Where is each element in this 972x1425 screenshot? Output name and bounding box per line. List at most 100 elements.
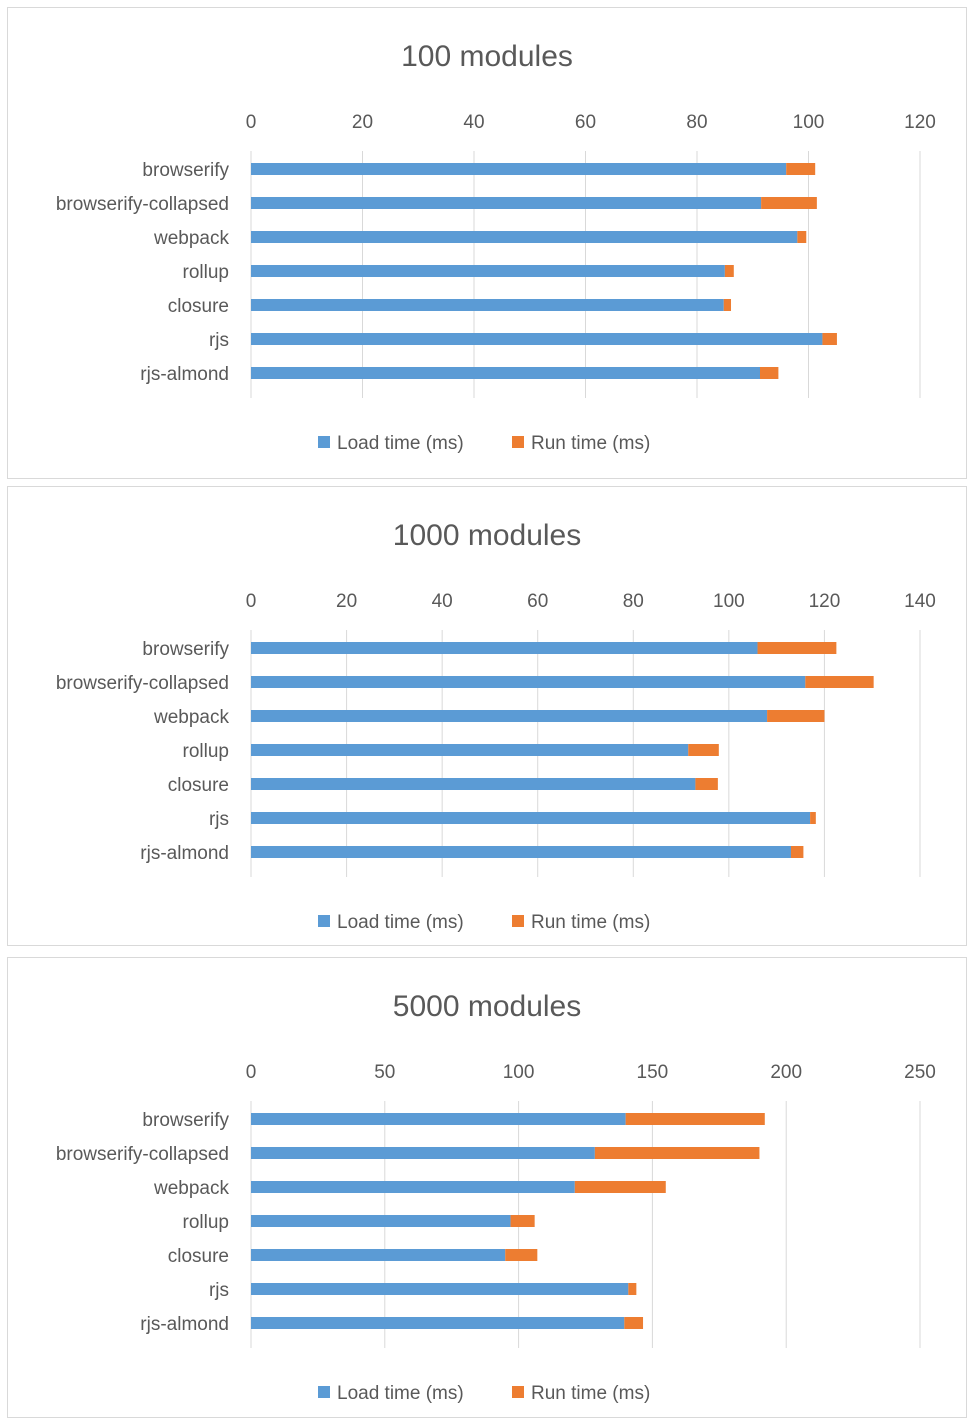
bar-load-time: [251, 642, 758, 654]
legend-swatch-run: [512, 436, 524, 448]
bar-run-time: [761, 197, 817, 209]
bar-run-time: [594, 1147, 760, 1159]
category-label: rjs-almond: [140, 843, 229, 864]
category-label: browserify-collapsed: [56, 194, 229, 215]
bar-run-time: [797, 231, 807, 243]
bar-run-time: [757, 642, 837, 654]
bar-load-time: [251, 231, 798, 243]
bar-run-time: [625, 1113, 765, 1125]
bar-run-time: [723, 299, 732, 311]
x-tick-label: 200: [770, 1062, 802, 1083]
bar-run-time: [695, 778, 718, 790]
legend-label-load: Load time (ms): [337, 912, 464, 933]
category-label: webpack: [153, 707, 229, 728]
category-label: rjs: [209, 330, 229, 351]
legend-label-run: Run time (ms): [531, 912, 650, 933]
chart-100-modules: 100 modules 0 20 40 60 80 100 120 browserify brow…: [56, 40, 936, 454]
bar-load-time: [251, 1113, 626, 1125]
bar-load-time: [251, 778, 696, 790]
category-label: closure: [168, 775, 229, 796]
bar-load-time: [251, 812, 811, 824]
bar-load-time: [251, 163, 787, 175]
bar-load-time: [251, 676, 806, 688]
category-label: browserify: [142, 639, 229, 660]
x-tick-label: 0: [246, 1062, 257, 1083]
x-tick-label: 120: [809, 591, 841, 612]
legend-swatch-load: [318, 436, 330, 448]
bar-load-time: [251, 367, 760, 379]
bar-load-time: [251, 299, 724, 311]
legend-label-load: Load time (ms): [337, 433, 464, 454]
x-tick-label: 40: [432, 591, 453, 612]
bar-run-time: [505, 1249, 538, 1261]
bar-run-time: [724, 265, 734, 277]
bar-run-time: [805, 676, 874, 688]
x-tick-label: 250: [904, 1062, 936, 1083]
chart-title: 1000 modules: [393, 519, 581, 552]
x-tick-label: 20: [336, 591, 357, 612]
chart-1000-modules: 1000 modules 0 20 40 60 80 100 120 140 browserify…: [56, 519, 936, 933]
legend-swatch-load: [318, 915, 330, 927]
legend-label-load: Load time (ms): [337, 1383, 464, 1404]
bar-load-time: [251, 1181, 575, 1193]
x-tick-label: 0: [246, 112, 257, 133]
x-tick-label: 100: [503, 1062, 535, 1083]
bar-run-time: [510, 1215, 535, 1227]
bar-load-time: [251, 265, 725, 277]
legend-label-run: Run time (ms): [531, 1383, 650, 1404]
category-label: webpack: [153, 1178, 229, 1199]
chart-title: 5000 modules: [393, 990, 581, 1023]
x-tick-label: 60: [575, 112, 596, 133]
x-tick-label: 150: [637, 1062, 669, 1083]
x-tick-label: 50: [374, 1062, 395, 1083]
category-label: closure: [168, 1246, 229, 1267]
x-tick-label: 120: [904, 112, 936, 133]
bar-run-time: [628, 1283, 637, 1295]
x-tick-label: 80: [686, 112, 707, 133]
bar-load-time: [251, 1283, 629, 1295]
bar-load-time: [251, 846, 791, 858]
category-label: rjs: [209, 809, 229, 830]
legend-swatch-load: [318, 1386, 330, 1398]
bar-load-time: [251, 1147, 595, 1159]
chart-5000-modules: 5000 modules 0 50 100 150 200 250 browserify bro…: [56, 990, 936, 1404]
category-label: rollup: [183, 1212, 229, 1233]
chart-title: 100 modules: [401, 40, 573, 73]
x-tick-label: 20: [352, 112, 373, 133]
category-label: browserify: [142, 1110, 229, 1131]
chart-panel-2: 1000 modules 0 20 40 60 80 100 120 140 browserify…: [7, 486, 967, 946]
category-label: rjs-almond: [140, 1314, 229, 1335]
bar-load-time: [251, 1215, 511, 1227]
bar-load-time: [251, 710, 768, 722]
category-label: rollup: [183, 262, 229, 283]
category-label: closure: [168, 296, 229, 317]
bar-run-time: [767, 710, 825, 722]
x-tick-label: 80: [623, 591, 644, 612]
bar-load-time: [251, 197, 762, 209]
bar-run-time: [822, 333, 837, 345]
bar-run-time: [574, 1181, 666, 1193]
category-label: rjs: [209, 1280, 229, 1301]
bar-load-time: [251, 333, 823, 345]
legend-swatch-run: [512, 1386, 524, 1398]
x-tick-label: 0: [246, 591, 257, 612]
x-tick-label: 100: [793, 112, 825, 133]
category-label: rjs-almond: [140, 364, 229, 385]
chart-panel-1: 100 modules 0 20 40 60 80 100 120 browserify brow…: [7, 7, 967, 479]
category-label: webpack: [153, 228, 229, 249]
legend-swatch-run: [512, 915, 524, 927]
category-label: browserify: [142, 160, 229, 181]
x-tick-label: 100: [713, 591, 745, 612]
category-label: rollup: [183, 741, 229, 762]
category-label: browserify-collapsed: [56, 673, 229, 694]
bar-load-time: [251, 1249, 506, 1261]
bar-run-time: [810, 812, 816, 824]
x-tick-label: 140: [904, 591, 936, 612]
x-tick-label: 60: [527, 591, 548, 612]
bar-run-time: [786, 163, 816, 175]
legend-label-run: Run time (ms): [531, 433, 650, 454]
bar-load-time: [251, 744, 689, 756]
bar-run-time: [624, 1317, 644, 1329]
bar-run-time: [790, 846, 804, 858]
x-tick-label: 40: [463, 112, 484, 133]
